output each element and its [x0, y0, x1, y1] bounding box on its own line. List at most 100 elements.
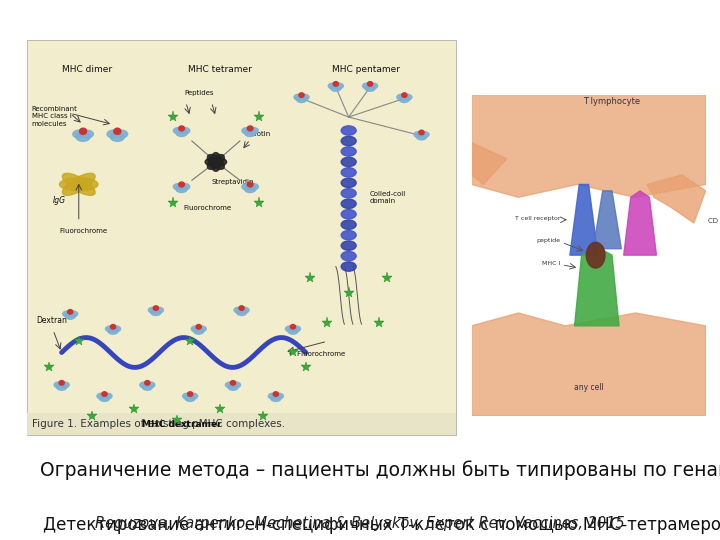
Ellipse shape	[240, 307, 249, 313]
Text: CD 8: CD 8	[708, 218, 720, 224]
Text: ← Fluorochrome: ← Fluorochrome	[289, 351, 345, 357]
Ellipse shape	[99, 395, 109, 401]
Ellipse shape	[271, 395, 281, 401]
Ellipse shape	[207, 154, 225, 170]
Ellipse shape	[228, 383, 238, 390]
Text: MHC dextramer: MHC dextramer	[142, 420, 221, 429]
Ellipse shape	[174, 127, 184, 134]
Ellipse shape	[73, 130, 86, 138]
Circle shape	[586, 242, 605, 268]
Circle shape	[419, 130, 424, 134]
Ellipse shape	[242, 184, 252, 190]
Ellipse shape	[341, 210, 356, 219]
Circle shape	[299, 93, 304, 97]
Text: Ограничение метода – пациенты должны быть типированы по генам: Ограничение метода – пациенты должны быт…	[40, 460, 720, 480]
Ellipse shape	[140, 382, 149, 388]
Ellipse shape	[150, 309, 161, 315]
Circle shape	[114, 128, 121, 134]
Ellipse shape	[68, 311, 78, 317]
Ellipse shape	[245, 185, 256, 193]
Text: any cell: any cell	[574, 383, 603, 392]
Text: Peptides: Peptides	[184, 90, 213, 96]
Ellipse shape	[341, 147, 356, 156]
Ellipse shape	[341, 188, 356, 198]
Polygon shape	[647, 175, 706, 223]
Circle shape	[230, 381, 235, 385]
Ellipse shape	[341, 262, 356, 271]
Text: Reguzova, Karpenko, Mechetina & Belyakov, Expert Rev. Vaccines, 2015: Reguzova, Karpenko, Mechetina & Belyakov…	[95, 516, 625, 531]
Ellipse shape	[231, 382, 240, 388]
Ellipse shape	[148, 307, 158, 313]
Polygon shape	[570, 185, 598, 255]
Polygon shape	[460, 143, 507, 185]
Circle shape	[179, 182, 184, 187]
Ellipse shape	[205, 157, 227, 166]
FancyBboxPatch shape	[27, 413, 456, 435]
Ellipse shape	[341, 231, 356, 240]
Ellipse shape	[60, 178, 98, 191]
Circle shape	[333, 82, 338, 86]
Ellipse shape	[330, 85, 341, 91]
Ellipse shape	[210, 153, 221, 171]
Ellipse shape	[111, 326, 120, 332]
Ellipse shape	[234, 307, 243, 313]
Ellipse shape	[248, 127, 258, 134]
Ellipse shape	[81, 130, 94, 138]
Circle shape	[110, 325, 116, 329]
Ellipse shape	[341, 220, 356, 229]
Ellipse shape	[142, 383, 153, 390]
Ellipse shape	[236, 309, 247, 315]
Ellipse shape	[269, 393, 278, 399]
Polygon shape	[624, 191, 657, 255]
Ellipse shape	[110, 132, 125, 141]
Circle shape	[247, 182, 253, 187]
Text: Fluorochrome: Fluorochrome	[59, 228, 107, 234]
Ellipse shape	[185, 395, 195, 401]
Ellipse shape	[402, 94, 412, 100]
Ellipse shape	[416, 133, 427, 140]
Ellipse shape	[106, 326, 115, 332]
Ellipse shape	[154, 307, 163, 313]
Ellipse shape	[368, 83, 377, 89]
Ellipse shape	[420, 132, 429, 137]
Ellipse shape	[56, 383, 67, 390]
Ellipse shape	[174, 184, 184, 190]
Text: MHC tetramer: MHC tetramer	[188, 65, 252, 74]
Ellipse shape	[63, 173, 95, 195]
Ellipse shape	[179, 184, 190, 190]
Circle shape	[59, 381, 64, 385]
Text: T lymphocyte: T lymphocyte	[583, 97, 641, 106]
Ellipse shape	[108, 328, 118, 334]
Ellipse shape	[363, 83, 372, 89]
Ellipse shape	[183, 393, 192, 399]
Circle shape	[188, 392, 193, 396]
Ellipse shape	[245, 129, 256, 137]
Circle shape	[79, 128, 86, 134]
Ellipse shape	[334, 83, 343, 89]
Ellipse shape	[192, 326, 201, 332]
Ellipse shape	[188, 393, 198, 399]
Text: IgG: IgG	[53, 196, 66, 205]
Polygon shape	[472, 313, 706, 416]
Ellipse shape	[225, 382, 235, 388]
Ellipse shape	[365, 85, 375, 91]
Ellipse shape	[97, 393, 107, 399]
Ellipse shape	[399, 96, 410, 103]
Circle shape	[68, 309, 73, 314]
Circle shape	[247, 126, 253, 131]
Text: Детектирование антиген-специфичных Т-клеток с помощью МНС-тетрамеров: Детектирование антиген-специфичных Т-кле…	[43, 516, 720, 534]
Ellipse shape	[63, 173, 95, 195]
Text: Biotin: Biotin	[250, 131, 271, 137]
Ellipse shape	[76, 132, 90, 141]
Text: MHC pentamer: MHC pentamer	[332, 65, 400, 74]
Text: MHC dimer: MHC dimer	[62, 65, 112, 74]
Text: T cell receptor: T cell receptor	[515, 216, 560, 221]
Ellipse shape	[341, 252, 356, 261]
Ellipse shape	[274, 393, 284, 399]
Ellipse shape	[145, 382, 155, 388]
Ellipse shape	[248, 184, 258, 190]
Ellipse shape	[242, 127, 252, 134]
Ellipse shape	[341, 241, 356, 250]
Circle shape	[367, 82, 373, 86]
Circle shape	[179, 126, 184, 131]
